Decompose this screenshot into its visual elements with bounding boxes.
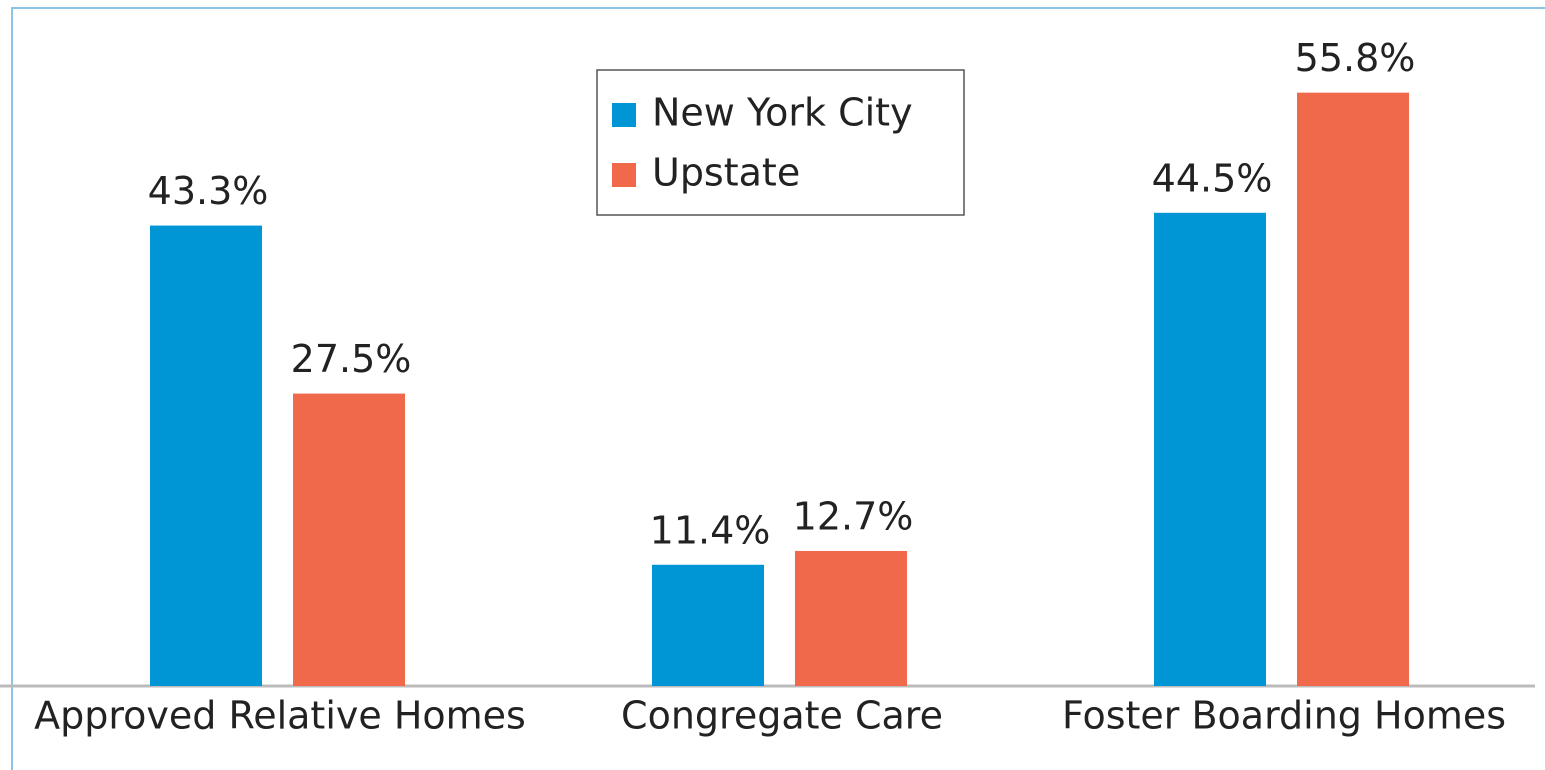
x-tick-label: Approved Relative Homes <box>34 694 526 738</box>
data-label: 27.5% <box>291 337 412 381</box>
bar <box>795 550 907 686</box>
data-label: 11.4% <box>650 508 771 552</box>
data-label: 44.5% <box>1152 156 1273 200</box>
x-tick-label: Congregate Care <box>621 694 943 738</box>
legend-label: New York City <box>652 91 913 135</box>
bar <box>150 225 262 686</box>
legend-swatch <box>612 103 636 127</box>
bar <box>1154 212 1266 687</box>
data-label: 12.7% <box>793 494 914 538</box>
chart-frame <box>11 7 1545 770</box>
legend-box <box>596 69 965 216</box>
legend-label: Upstate <box>652 151 800 195</box>
bar <box>1297 92 1409 686</box>
legend-swatch <box>612 163 636 187</box>
bar <box>652 564 764 686</box>
data-label: 43.3% <box>148 169 269 213</box>
bar <box>293 393 405 686</box>
data-label: 55.8% <box>1295 36 1416 80</box>
x-tick-label: Foster Boarding Homes <box>1062 694 1506 738</box>
